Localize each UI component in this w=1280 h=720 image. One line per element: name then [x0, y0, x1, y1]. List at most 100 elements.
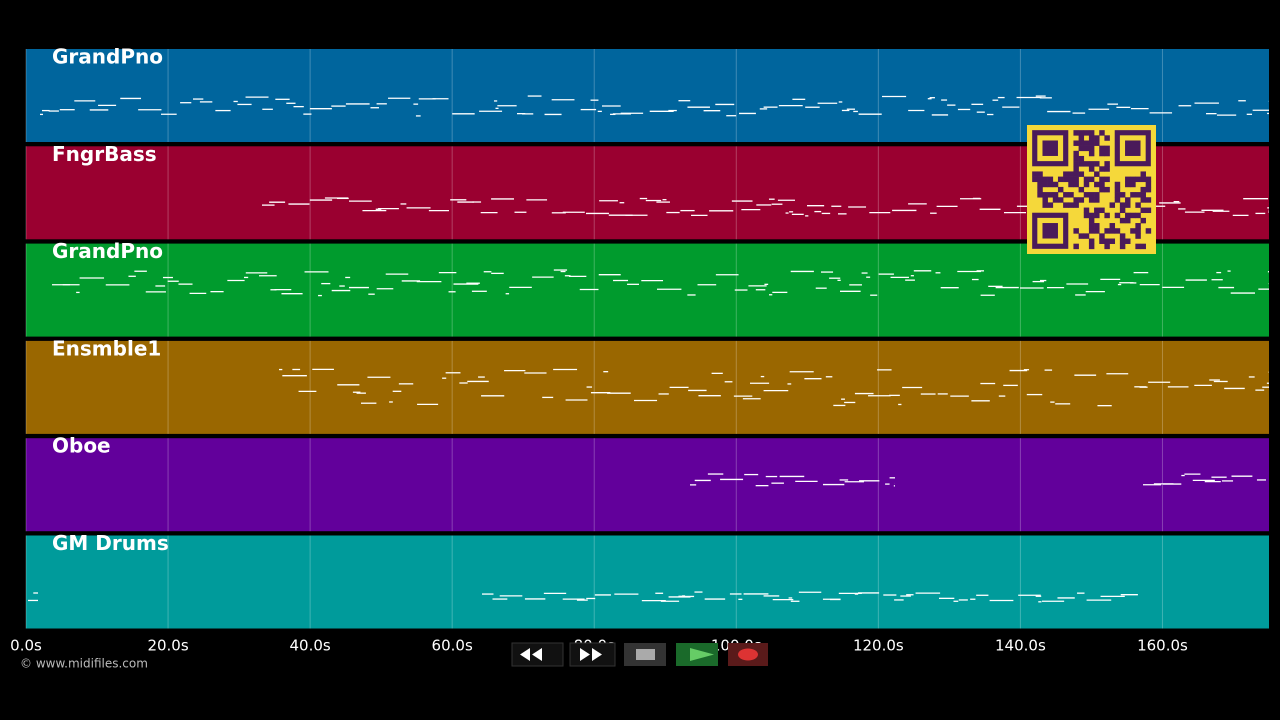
fast-forward-button[interactable] [569, 642, 616, 667]
qr-module [1078, 197, 1085, 203]
qr-module [1104, 145, 1110, 152]
qr-module [1088, 223, 1095, 229]
qr-module [1119, 202, 1126, 208]
play-button[interactable] [676, 643, 718, 666]
qr-module [1099, 186, 1105, 193]
qr-module [1063, 192, 1069, 198]
qr-module [1114, 192, 1121, 198]
track: GrandPno [25, 239, 1269, 337]
qr-module [1114, 212, 1121, 219]
x-tick-label: 160.0s [1137, 637, 1188, 655]
qr-code [1027, 125, 1156, 254]
qr-module [1083, 130, 1090, 136]
rewind-button[interactable] [511, 642, 564, 667]
qr-module [1032, 171, 1038, 177]
track: Ensmble1 [25, 336, 1269, 434]
qr-module [1140, 197, 1146, 203]
qr-module [1037, 192, 1043, 198]
qr-module [1104, 150, 1110, 157]
qr-module [1073, 176, 1079, 183]
record-button[interactable] [728, 643, 768, 666]
notes [52, 269, 1269, 297]
qr-module [1135, 233, 1141, 239]
qr-module [1140, 192, 1146, 198]
qr-module [1088, 192, 1095, 198]
stop-button[interactable] [624, 643, 666, 666]
qr-module [1052, 197, 1059, 203]
qr-module [1119, 207, 1126, 214]
qr-module [1088, 197, 1095, 203]
qr-module [1099, 145, 1105, 152]
qr-module [1057, 197, 1064, 203]
qr-module [1104, 228, 1110, 234]
qr-module [1135, 192, 1141, 198]
qr-module [1078, 233, 1085, 239]
qr-module [1125, 181, 1131, 188]
qr-module [1088, 217, 1095, 224]
qr-module [1099, 176, 1105, 183]
qr-module [1104, 238, 1110, 244]
qr-module [1145, 176, 1152, 183]
qr-module [1125, 197, 1131, 203]
qr-module [1130, 192, 1136, 198]
qr-module [1094, 197, 1100, 203]
qr-module [1057, 186, 1064, 193]
qr-module [1068, 171, 1074, 177]
qr-module [1088, 228, 1095, 234]
qr-module [1073, 130, 1079, 136]
qr-module [1073, 150, 1079, 157]
qr-module [1099, 181, 1105, 188]
qr-module [1073, 155, 1079, 162]
track-name: GrandPno [52, 45, 163, 69]
track-lane [26, 243, 1269, 337]
qr-module [1130, 212, 1136, 219]
qr-module [1109, 223, 1116, 229]
qr-module [1052, 192, 1059, 198]
qr-module [1083, 181, 1090, 188]
qr-module [1042, 197, 1048, 203]
qr-module [1032, 176, 1038, 183]
qr-module [1057, 176, 1064, 183]
qr-module [1145, 181, 1152, 188]
qr-module [1104, 166, 1110, 172]
qr-module [1125, 212, 1131, 219]
qr-module [1068, 202, 1074, 208]
qr-module [1125, 238, 1131, 244]
track-name: Oboe [52, 434, 111, 458]
qr-module [1078, 145, 1085, 152]
qr-module [1099, 238, 1105, 244]
qr-module [1042, 202, 1048, 208]
qr-module [1094, 207, 1100, 214]
qr-module [1135, 223, 1141, 229]
qr-module [1135, 202, 1141, 208]
qr-module [1083, 207, 1090, 214]
qr-module [1099, 233, 1105, 239]
qr-module [1094, 171, 1100, 177]
qr-module [1114, 228, 1121, 234]
track-lane [26, 438, 1269, 532]
qr-module [1125, 176, 1131, 183]
qr-module [1094, 212, 1100, 219]
qr-module [1063, 171, 1069, 177]
qr-module [1083, 145, 1090, 152]
qr-module [1114, 186, 1121, 193]
x-tick-label: 120.0s [853, 637, 904, 655]
qr-module [1135, 212, 1141, 219]
qr-module [1145, 197, 1152, 203]
qr-module [1047, 202, 1054, 208]
qr-module [1099, 130, 1105, 136]
x-tick-label: 0.0s [10, 637, 42, 655]
qr-module [1088, 140, 1095, 146]
qr-module [1094, 135, 1100, 141]
qr-module [1140, 207, 1146, 214]
qr-module [1083, 161, 1090, 167]
x-tick-label: 20.0s [147, 637, 188, 655]
qr-module [1083, 233, 1090, 239]
qr-module [1104, 243, 1110, 250]
qr-module [1037, 186, 1043, 193]
qr-module [1088, 150, 1095, 157]
qr-module [1140, 176, 1146, 183]
track-lane [26, 340, 1269, 434]
qr-module [1078, 186, 1085, 193]
